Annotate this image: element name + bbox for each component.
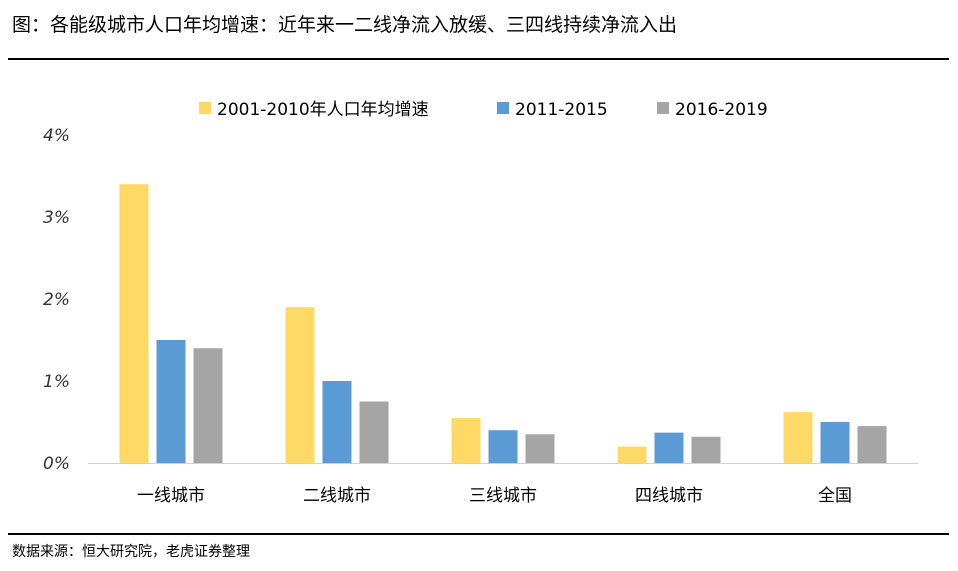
bar-3-5 bbox=[857, 426, 887, 463]
legend-swatch-2 bbox=[497, 102, 509, 114]
bars bbox=[119, 184, 887, 463]
x-category-label: 三线城市 bbox=[469, 486, 537, 506]
legend-label-2: 2011-2015 bbox=[515, 100, 608, 120]
bar-3-4 bbox=[691, 436, 721, 463]
top-rule bbox=[8, 58, 949, 60]
x-category-label: 全国 bbox=[818, 486, 852, 506]
bar-2-2 bbox=[322, 381, 352, 463]
bar-2-5 bbox=[820, 422, 850, 463]
bar-2-4 bbox=[654, 432, 684, 463]
bar-3-1 bbox=[193, 348, 223, 463]
x-axis-categories: 一线城市 二线城市 三线城市 四线城市 全国 bbox=[137, 486, 852, 506]
y-tick-label: 3% bbox=[43, 208, 70, 228]
x-category-label: 四线城市 bbox=[635, 486, 703, 506]
legend-swatch-3 bbox=[657, 102, 669, 114]
bar-2-3 bbox=[488, 430, 518, 463]
source-note: 数据来源：恒大研究院，老虎证券整理 bbox=[12, 544, 250, 560]
y-axis-ticks: 0% 1% 2% 3% 4% bbox=[43, 126, 70, 474]
y-tick-label: 4% bbox=[43, 126, 70, 146]
bar-3-3 bbox=[525, 434, 555, 463]
y-tick-label: 0% bbox=[43, 454, 70, 474]
bar-1-5 bbox=[783, 412, 813, 463]
bar-1-1 bbox=[119, 184, 149, 463]
legend-label-1: 2001-2010年人口年均增速 bbox=[217, 100, 429, 120]
y-tick-label: 2% bbox=[43, 290, 70, 310]
legend-label-3: 2016-2019 bbox=[675, 100, 768, 120]
y-tick-label: 1% bbox=[43, 372, 70, 392]
page-title: 图：各能级城市人口年均增速：近年来一二线净流入放缓、三四线持续净流入出 bbox=[12, 14, 678, 36]
legend: 2001-2010年人口年均增速 2011-2015 2016-2019 bbox=[199, 100, 768, 120]
bar-1-3 bbox=[451, 417, 481, 463]
bar-2-1 bbox=[156, 340, 186, 463]
bar-1-4 bbox=[617, 446, 647, 463]
x-category-label: 二线城市 bbox=[303, 486, 371, 506]
legend-swatch-1 bbox=[199, 102, 211, 114]
bottom-rule bbox=[8, 533, 949, 535]
x-category-label: 一线城市 bbox=[137, 486, 205, 506]
bar-3-2 bbox=[359, 401, 389, 463]
bar-1-2 bbox=[285, 307, 315, 463]
